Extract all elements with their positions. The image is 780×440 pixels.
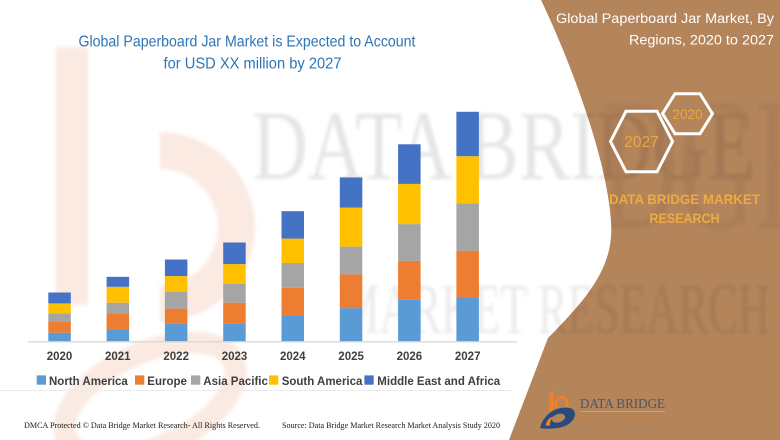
svg-text:Europe: Europe — [147, 376, 187, 388]
svg-text:MARKET RESEARCH: MARKET RESEARCH — [580, 415, 664, 421]
svg-text:Global Paperboard Jar Market i: Global Paperboard Jar Market is Expected… — [79, 34, 416, 51]
svg-text:RESEARCH: RESEARCH — [650, 210, 720, 226]
svg-text:2027: 2027 — [624, 134, 658, 151]
svg-text:Source: Data Bridge Market Re: Source: Data Bridge Market Research Mark… — [282, 420, 500, 430]
svg-text:2024: 2024 — [280, 351, 306, 363]
svg-text:Asia Pacific: Asia Pacific — [203, 376, 268, 388]
svg-text:for USD XX million by 2027: for USD XX million by 2027 — [164, 56, 342, 73]
svg-text:2020: 2020 — [47, 351, 73, 363]
svg-text:2027: 2027 — [455, 351, 481, 363]
svg-text:2025: 2025 — [338, 351, 364, 363]
svg-text:DATA BRIDGE: DATA BRIDGE — [580, 396, 665, 411]
svg-text:North America: North America — [49, 376, 128, 388]
svg-text:2022: 2022 — [163, 351, 189, 363]
svg-text:2026: 2026 — [397, 351, 423, 363]
svg-text:DMCA Protected © Data Bridge: DMCA Protected © Data Bridge Market Rese… — [24, 420, 260, 430]
svg-text:DGE: DGE — [601, 60, 780, 270]
svg-text:2020: 2020 — [672, 107, 702, 122]
svg-text:Global Paperboard Jar Market,: Global Paperboard Jar Market, By — [556, 11, 775, 27]
svg-text:2021: 2021 — [105, 351, 131, 363]
svg-text:Regions, 2020 to 2027: Regions, 2020 to 2027 — [629, 33, 774, 49]
svg-text:Middle East and Africa: Middle East and Africa — [377, 376, 501, 388]
svg-text:South America: South America — [282, 376, 363, 388]
svg-text:2023: 2023 — [222, 351, 248, 363]
svg-text:DATA BRIDGE MARKET: DATA BRIDGE MARKET — [609, 191, 760, 207]
